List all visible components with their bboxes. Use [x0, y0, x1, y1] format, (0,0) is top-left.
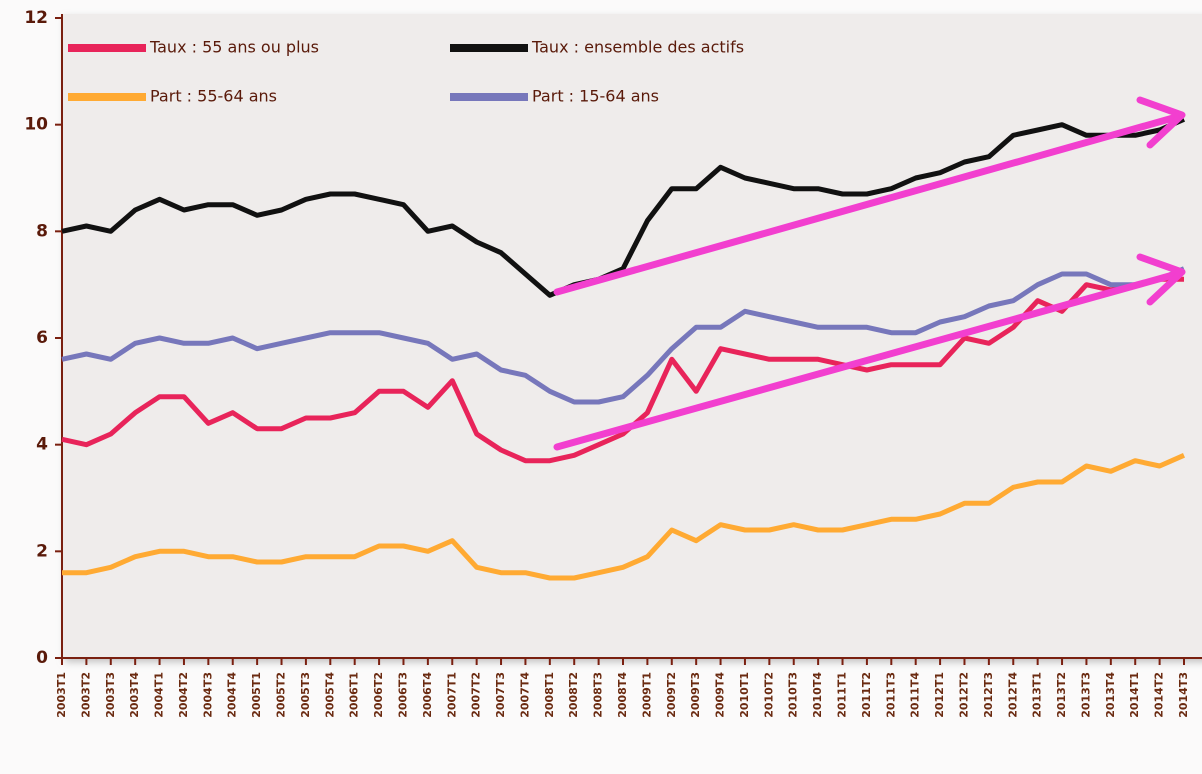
series-line [61, 117, 1186, 298]
x-tick-label: 2006T1 [348, 672, 361, 718]
series-line [62, 453, 1186, 581]
x-tick-label: 2007T3 [494, 672, 507, 718]
x-tick-label: 2008T3 [592, 672, 605, 718]
x-tick-label: 2008T2 [567, 672, 580, 718]
series-line [61, 266, 1185, 405]
arrowhead [1136, 253, 1186, 306]
x-tick-label: 2012T1 [933, 672, 946, 718]
plot-background [62, 14, 1202, 658]
x-tick-label: 2009T4 [714, 672, 727, 718]
x-tick-label: 2014T3 [1177, 672, 1190, 718]
x-tick-label: 2004T2 [177, 672, 190, 718]
x-tick-label: 2014T1 [1128, 672, 1141, 718]
x-tick-label: 2012T4 [1006, 672, 1019, 718]
x-tick-label: 2012T2 [957, 672, 970, 718]
x-tick-label: 2003T2 [79, 672, 92, 718]
x-tick-label: 2007T4 [518, 672, 531, 718]
x-tick-label: 2007T1 [445, 672, 458, 718]
x-tick-label: 2004T3 [201, 672, 214, 718]
x-tick-label: 2010T3 [787, 672, 800, 718]
x-tick-label: 2013T3 [1079, 672, 1092, 718]
legend-label: Part : 15-64 ans [532, 87, 659, 106]
x-tick-label: 2004T1 [153, 672, 166, 718]
x-tick-label: 2007T2 [470, 672, 483, 718]
y-tick-label: 8 [36, 221, 48, 241]
x-tick-label: 2008T1 [543, 672, 556, 718]
x-tick-label: 2005T3 [299, 672, 312, 718]
x-tick-label: 2005T1 [250, 672, 263, 718]
legend-swatch [68, 93, 146, 101]
x-tick-label: 2005T4 [323, 672, 336, 718]
x-tick-label: 2011T3 [884, 672, 897, 718]
x-tick-label: 2009T2 [665, 672, 678, 718]
x-tick-label: 2013T1 [1031, 672, 1044, 718]
x-tick-label: 2008T4 [616, 672, 629, 718]
series-line [61, 276, 1184, 464]
y-tick-label: 4 [36, 435, 48, 455]
x-tick-label: 2009T3 [689, 672, 702, 718]
arrow [553, 269, 1184, 451]
x-tick-label: 2004T4 [226, 672, 239, 718]
x-tick-label: 2013T4 [1104, 672, 1117, 718]
x-tick-label: 2011T2 [860, 672, 873, 718]
x-tick-label: 2011T4 [909, 672, 922, 718]
x-tick-label: 2005T2 [275, 672, 288, 718]
x-tick-label: 2006T4 [421, 672, 434, 718]
x-tick-label: 2006T2 [372, 672, 385, 718]
legend-swatch [450, 44, 528, 52]
legend-label: Taux : ensemble des actifs [531, 38, 744, 57]
legend-label: Part : 55-64 ans [150, 87, 277, 106]
y-tick-label: 0 [36, 648, 48, 668]
y-tick-label: 12 [24, 8, 48, 28]
arrow [553, 112, 1184, 296]
x-tick-label: 2009T1 [640, 672, 653, 718]
x-tick-label: 2003T3 [104, 672, 117, 718]
legend-label: Taux : 55 ans ou plus [149, 38, 319, 57]
x-tick-label: 2011T1 [836, 672, 849, 718]
arrowhead [1136, 96, 1186, 149]
x-tick-label: 2003T1 [55, 672, 68, 718]
x-tick-label: 2010T4 [811, 672, 824, 718]
x-tick-label: 2003T4 [128, 672, 141, 718]
x-tick-label: 2013T2 [1055, 672, 1068, 718]
x-tick-label: 2010T2 [762, 672, 775, 718]
trend-arrows [553, 96, 1186, 451]
y-tick-label: 2 [36, 541, 48, 561]
x-tick-label: 2014T2 [1153, 672, 1166, 718]
y-tick-label: 10 [24, 115, 48, 135]
legend-swatch [450, 93, 528, 101]
legend-swatch [68, 44, 146, 52]
x-tick-label: 2006T3 [396, 672, 409, 718]
x-tick-label: 2010T1 [738, 672, 751, 718]
x-tick-label: 2012T3 [982, 672, 995, 718]
y-tick-label: 6 [36, 328, 48, 348]
